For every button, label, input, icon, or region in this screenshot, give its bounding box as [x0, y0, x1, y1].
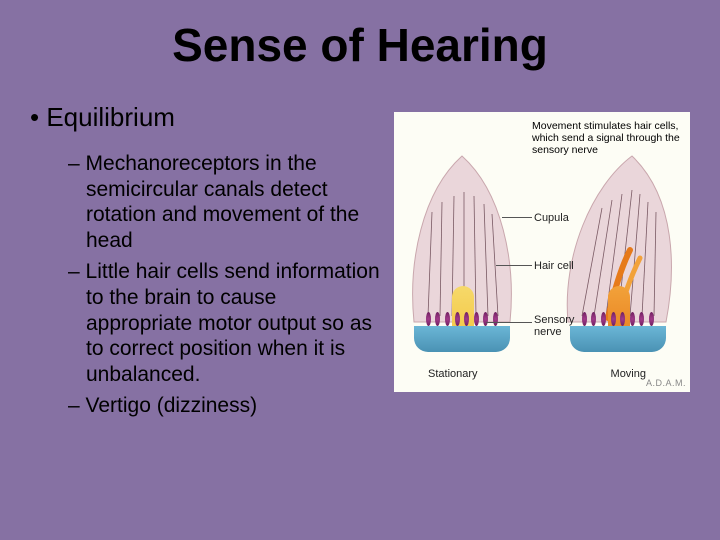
label-stationary: Stationary — [428, 368, 478, 380]
equilibrium-diagram: Movement stimulates hair cells, which se… — [394, 112, 690, 392]
pointer-line — [502, 217, 532, 218]
diagram-panel: Movement stimulates hair cells, which se… — [394, 112, 690, 392]
sub-bullet: Mechanoreceptors in the semicircular can… — [68, 151, 382, 253]
label-sensory-nerve: Sensory nerve — [534, 314, 584, 338]
hair-cells-left — [424, 312, 501, 326]
label-hair-cell: Hair cell — [534, 260, 574, 272]
sub-bullet: Vertigo (dizziness) — [68, 393, 382, 419]
pointer-line — [486, 322, 532, 323]
main-bullet: Equilibrium — [30, 102, 382, 133]
slide-title: Sense of Hearing — [0, 0, 720, 82]
sub-bullet: Little hair cells send information to th… — [68, 259, 382, 387]
pointer-line — [496, 265, 532, 266]
base-left — [414, 326, 510, 352]
hair-cells-right — [580, 312, 657, 326]
sub-bullet-list: Mechanoreceptors in the semicircular can… — [30, 151, 382, 419]
label-cupula: Cupula — [534, 212, 569, 224]
label-moving: Moving — [611, 368, 646, 380]
base-right — [570, 326, 666, 352]
content-row: Equilibrium Mechanoreceptors in the semi… — [0, 82, 720, 425]
adam-logo: A.D.A.M. — [646, 378, 686, 388]
text-column: Equilibrium Mechanoreceptors in the semi… — [30, 102, 390, 425]
diagram-description: Movement stimulates hair cells, which se… — [532, 120, 682, 156]
